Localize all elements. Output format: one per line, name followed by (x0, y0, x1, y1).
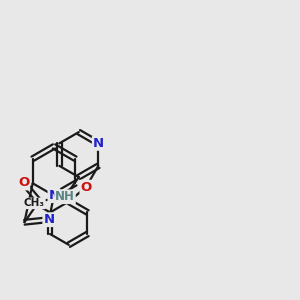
Text: N: N (93, 137, 104, 150)
Text: O: O (18, 176, 29, 190)
Text: N: N (43, 213, 54, 226)
Text: CH₃: CH₃ (24, 198, 45, 208)
Text: N: N (48, 189, 60, 202)
Text: NH: NH (55, 190, 75, 203)
Text: O: O (80, 181, 92, 194)
